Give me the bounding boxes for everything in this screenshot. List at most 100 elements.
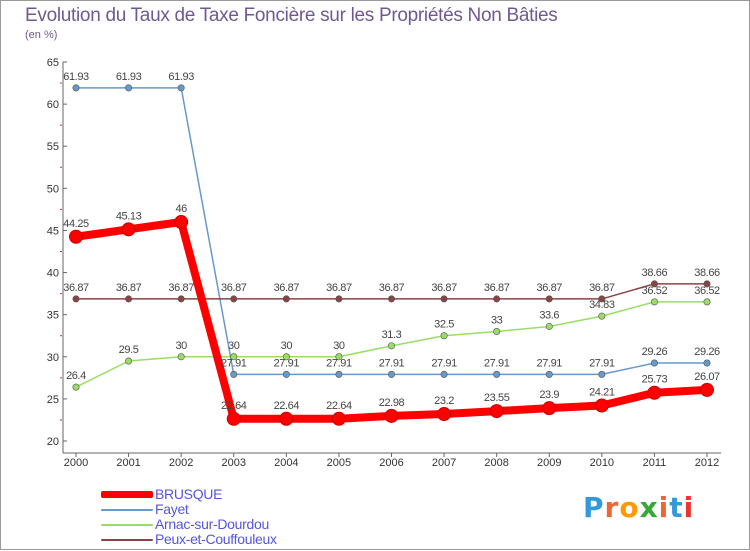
data-point-peux-et-couffouleux [650,280,658,288]
data-point-fayet [282,370,290,378]
data-label-fayet: 27.91 [221,357,247,369]
y-tick-label: 65 [47,57,59,69]
data-point-peux-et-couffouleux [387,295,395,303]
x-tick-label: 2001 [116,457,140,469]
data-point-fayet [335,370,343,378]
data-point-fayet [493,370,501,378]
data-point-brusque [647,385,662,400]
y-tick-label: 20 [47,436,59,448]
data-label-fayet: 61.93 [116,71,142,83]
data-point-peux-et-couffouleux [598,295,606,303]
data-label-fayet: 61.93 [63,71,89,83]
x-tick-label: 2010 [590,457,614,469]
legend-swatch [101,524,153,526]
data-point-arnac-sur-dourdou [282,353,290,361]
data-label-brusque: 22.64 [326,400,352,412]
data-label-arnac-sur-dourdou: 30 [175,340,187,352]
logo-letter: t [669,491,684,524]
data-label-brusque: 23.9 [539,389,559,401]
data-point-arnac-sur-dourdou [650,298,658,306]
data-point-brusque [384,408,399,423]
data-label-arnac-sur-dourdou: 33 [491,315,503,327]
data-label-fayet: 27.91 [274,357,300,369]
data-label-peux-et-couffouleux: 38.66 [642,267,668,279]
data-label-brusque: 22.98 [379,397,405,409]
data-point-peux-et-couffouleux [545,295,553,303]
y-tick-label: 50 [47,183,59,195]
data-point-peux-et-couffouleux [493,295,501,303]
legend-swatch [101,509,153,511]
chart-title: Evolution du Taux de Taxe Foncière sur l… [25,5,558,26]
data-point-arnac-sur-dourdou [335,353,343,361]
legend-swatch [101,491,153,498]
data-point-fayet [230,370,238,378]
data-point-peux-et-couffouleux [282,295,290,303]
data-label-brusque: 25.73 [642,374,668,386]
data-point-arnac-sur-dourdou [177,353,185,361]
data-point-fayet [703,359,711,367]
data-label-peux-et-couffouleux: 36.87 [536,282,562,294]
data-label-fayet: 27.91 [536,357,562,369]
legend-label: BRUSQUE [155,486,223,502]
data-label-arnac-sur-dourdou: 29.5 [119,344,139,356]
x-tick-label: 2012 [695,457,719,469]
data-label-arnac-sur-dourdou: 32.5 [434,319,454,331]
data-point-fayet [387,370,395,378]
data-label-fayet: 27.91 [589,357,615,369]
data-label-arnac-sur-dourdou: 33.6 [539,309,559,321]
data-label-fayet: 27.91 [431,357,457,369]
data-label-peux-et-couffouleux: 36.87 [589,282,615,294]
logo-letter: P [583,491,605,524]
data-point-arnac-sur-dourdou [125,357,133,365]
legend-label: Peux-et-Couffouleux [155,531,277,547]
data-point-fayet [545,370,553,378]
data-label-peux-et-couffouleux: 36.87 [274,282,300,294]
y-tick-label: 60 [47,99,59,111]
x-tick-label: 2009 [537,457,561,469]
data-point-fayet [125,84,133,92]
chart-unit-label: (en %) [25,29,58,41]
y-tick-label: 55 [47,141,59,153]
y-tick-label: 25 [47,394,59,406]
data-point-peux-et-couffouleux [703,280,711,288]
data-point-arnac-sur-dourdou [545,322,553,330]
x-tick-label: 2008 [484,457,508,469]
x-tick-label: 2006 [379,457,403,469]
x-tick-label: 2002 [169,457,193,469]
data-label-fayet: 29.26 [694,346,720,358]
data-point-peux-et-couffouleux [72,295,80,303]
data-label-peux-et-couffouleux: 36.87 [326,282,352,294]
data-label-brusque: 22.64 [274,400,300,412]
data-point-arnac-sur-dourdou [598,312,606,320]
data-label-brusque: 46 [175,203,187,215]
data-label-peux-et-couffouleux: 36.87 [221,282,247,294]
y-tick-label: 35 [47,310,59,322]
data-label-brusque: 26.07 [694,371,720,383]
data-label-arnac-sur-dourdou: 36.52 [694,285,720,297]
y-tick-label: 45 [47,225,59,237]
data-label-fayet: 29.26 [642,346,668,358]
data-label-brusque: 44.25 [63,218,89,230]
data-point-brusque [69,229,83,244]
x-tick-label: 2000 [64,457,88,469]
data-point-fayet [72,84,80,92]
data-point-peux-et-couffouleux [230,295,238,303]
logo-letter: x [639,491,659,524]
data-label-fayet: 27.91 [326,357,352,369]
data-point-brusque [700,382,714,397]
legend-swatch [101,539,153,541]
data-label-peux-et-couffouleux: 36.87 [168,282,194,294]
data-label-arnac-sur-dourdou: 30 [333,340,345,352]
data-point-brusque [437,407,452,422]
data-point-arnac-sur-dourdou [230,353,238,361]
data-label-brusque: 23.55 [484,392,510,404]
data-label-arnac-sur-dourdou: 31.3 [382,329,402,341]
data-point-brusque [174,215,189,230]
data-label-brusque: 23.2 [434,395,454,407]
logo-letter: i [683,491,695,524]
x-tick-label: 2007 [432,457,456,469]
data-point-brusque [226,411,241,426]
data-label-arnac-sur-dourdou: 34.83 [589,299,615,311]
data-label-arnac-sur-dourdou: 30 [281,340,293,352]
